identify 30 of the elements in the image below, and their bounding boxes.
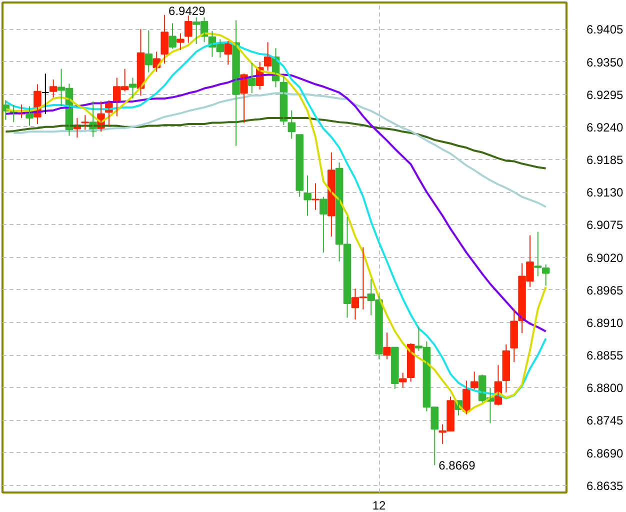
candlestick: [42, 73, 50, 114]
candlestick: [160, 14, 168, 64]
y-tick-label: 6.8800: [586, 381, 624, 396]
candlestick: [312, 182, 320, 210]
candlestick: [184, 15, 192, 44]
y-tick-label: 6.9350: [586, 55, 624, 70]
y-tick-label: 6.9240: [586, 120, 624, 134]
y-tick-label: 6.8745: [586, 414, 624, 428]
candlestick: [510, 308, 518, 363]
y-tick-label: 6.9020: [586, 250, 624, 265]
y-tick-label: 6.8690: [586, 446, 624, 460]
y-tick-label: 6.8910: [586, 316, 624, 330]
annotation: 6.8669: [438, 458, 476, 473]
y-tick-label: 6.9075: [586, 218, 624, 232]
y-tick-label: 6.9130: [586, 186, 624, 200]
y-tick-label: 6.8965: [586, 283, 624, 298]
candlestick: [304, 175, 312, 216]
candlestick: [296, 134, 304, 198]
y-tick-label: 6.9185: [586, 153, 624, 168]
line-series: [12, 92, 547, 208]
x-tick-label: 12: [372, 498, 386, 512]
y-tick-label: 6.8635: [586, 478, 624, 493]
candlestick: [391, 346, 399, 390]
candlestick: [176, 32, 184, 50]
annotation: 6.9429: [168, 4, 206, 18]
candlestick: [320, 196, 328, 254]
y-tick-label: 6.9295: [586, 88, 624, 102]
y-tick-label: 6.9405: [586, 22, 624, 37]
candlestick: [81, 114, 89, 130]
y-tick-label: 6.8855: [586, 348, 624, 363]
